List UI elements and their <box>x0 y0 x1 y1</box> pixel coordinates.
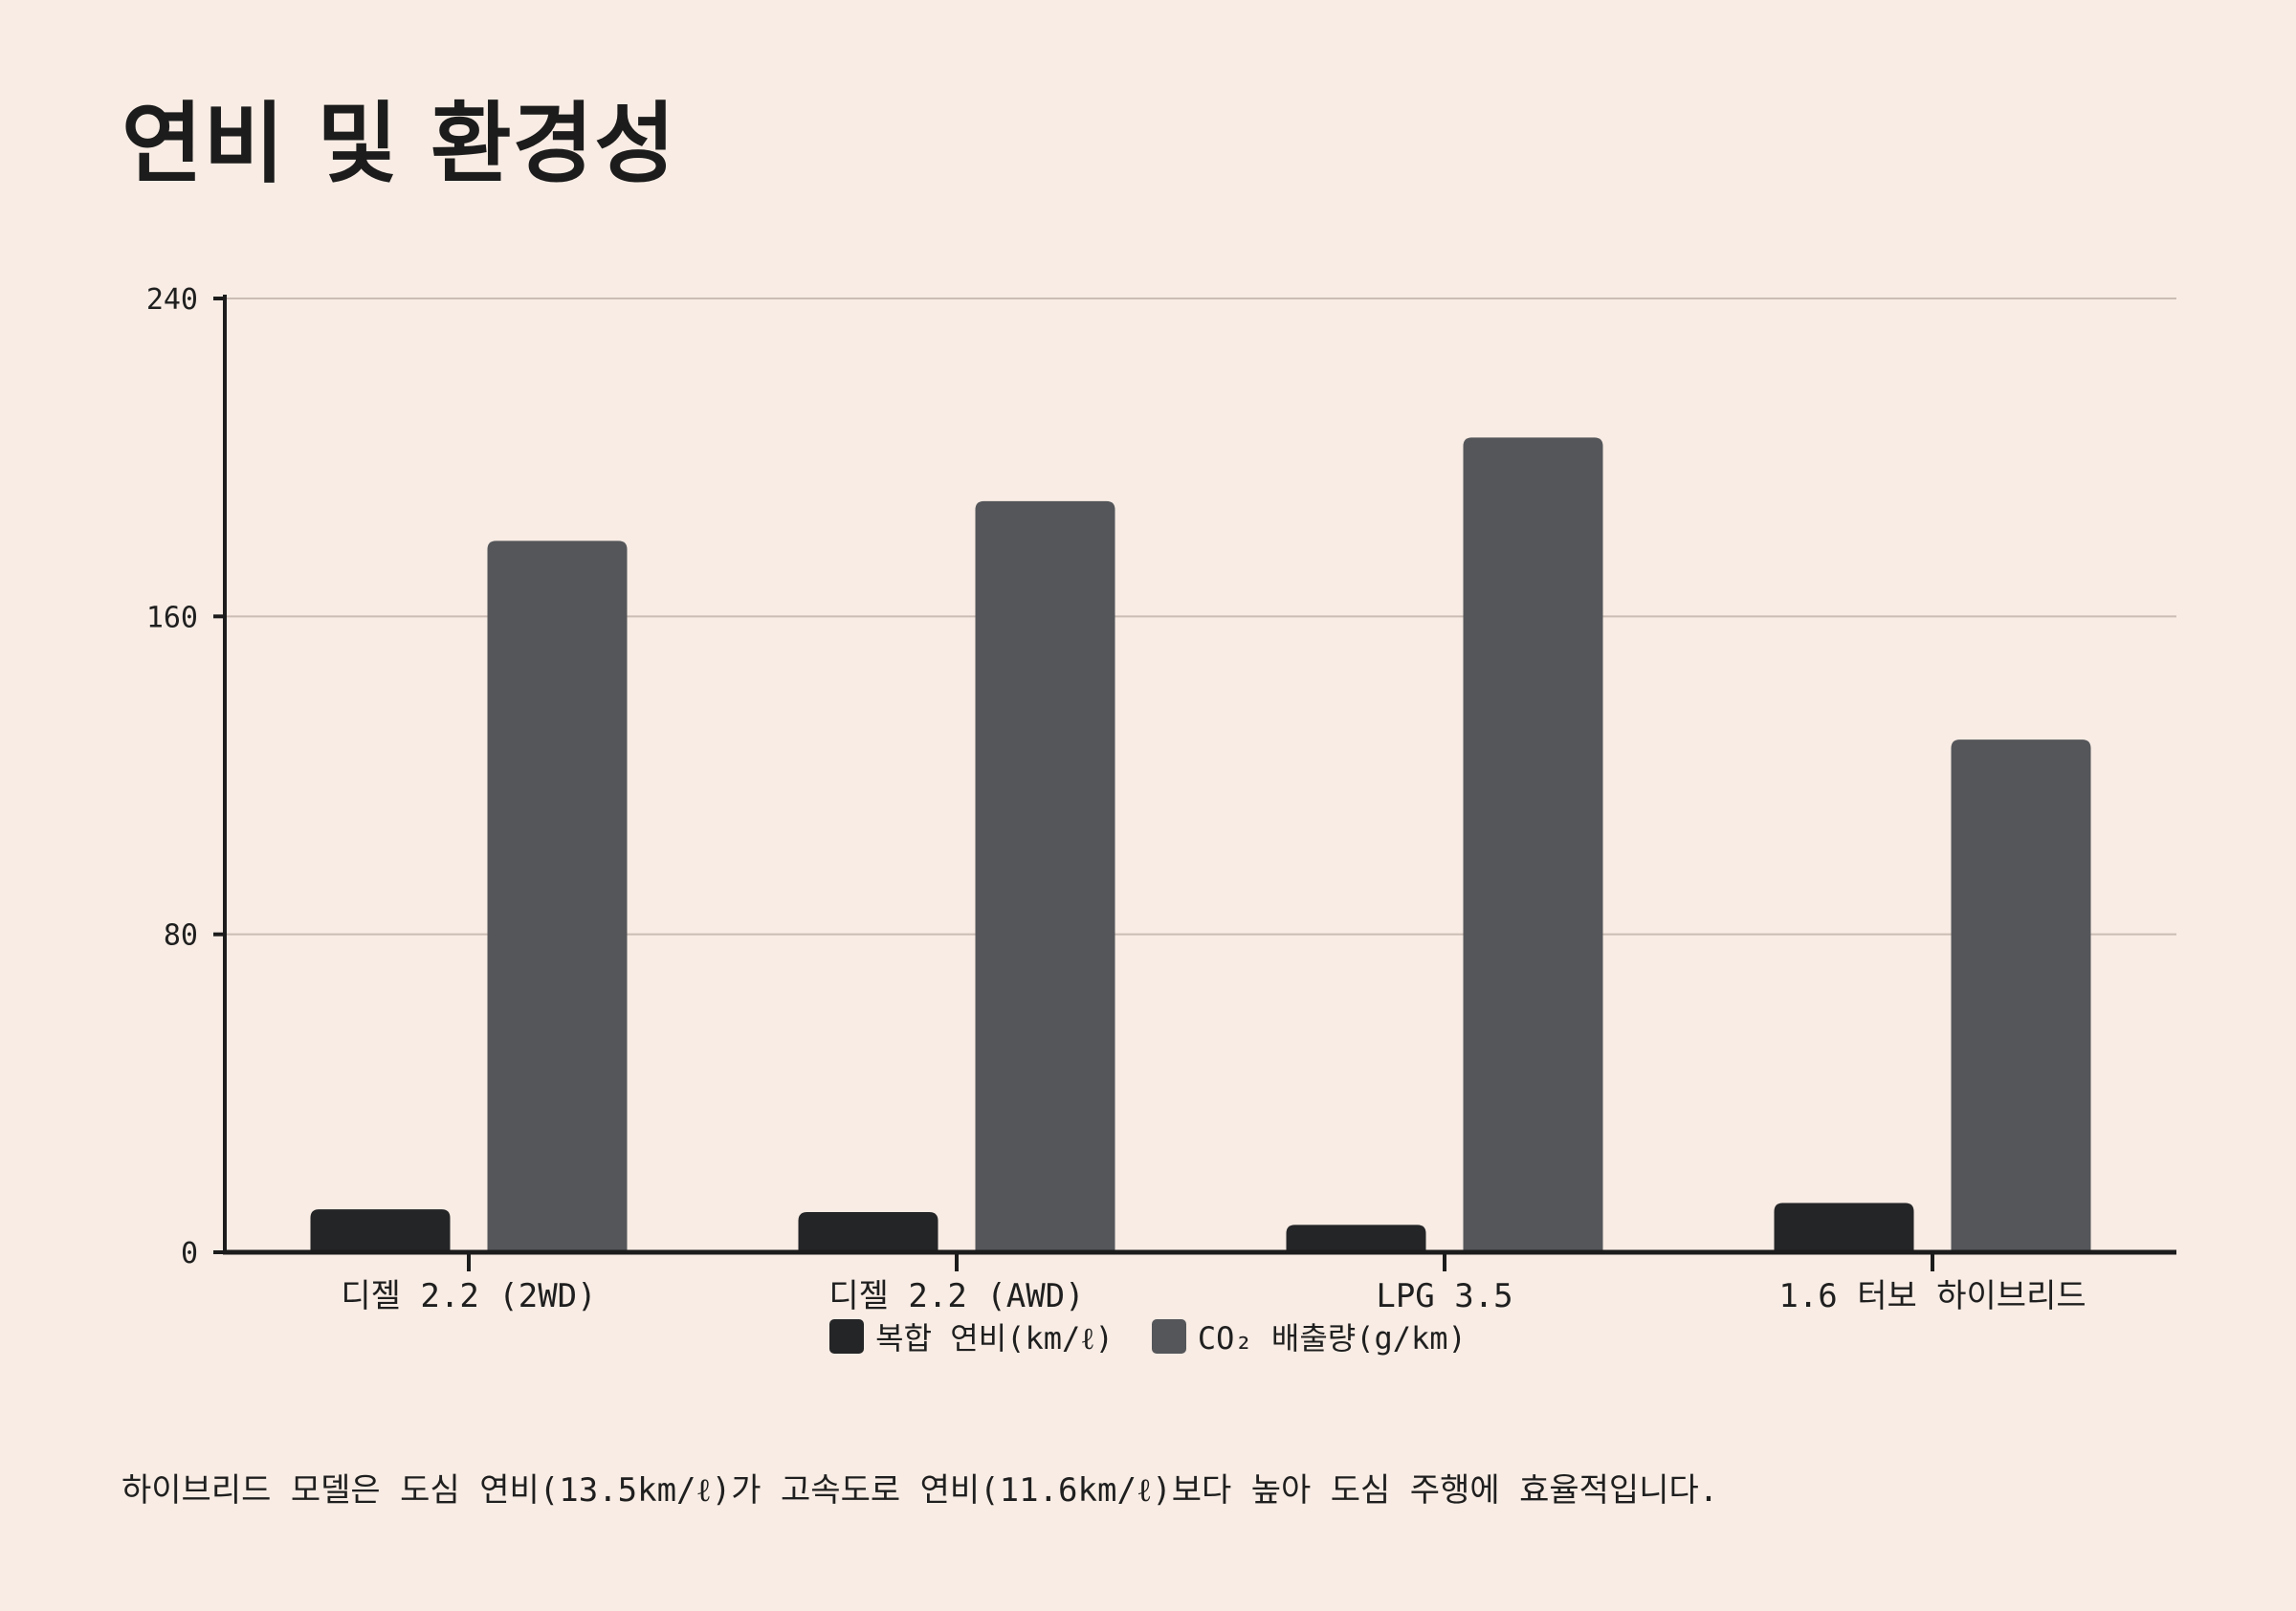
bar-chart: 0 80 160 240 디젤 2.2 (2WD) 디젤 2.2 (AWD) LPG 3.5… <box>146 283 2176 1315</box>
y-tick-label: 80 <box>164 919 198 953</box>
x-tick-label: 디젤 2.2 (AWD) <box>828 1277 1084 1315</box>
y-tick-label: 0 <box>181 1237 198 1270</box>
bars <box>310 437 2091 1252</box>
page-title: 연비 및 환경성 <box>121 93 676 195</box>
legend-item-co2: CO₂ 배출량(g/km) <box>1151 1314 1467 1358</box>
bar-co2-0 <box>487 541 628 1252</box>
axis-labels: 0 80 160 240 디젤 2.2 (2WD) 디젤 2.2 (AWD) LPG 3.5… <box>146 283 2086 1315</box>
y-tick-label: 240 <box>146 283 198 317</box>
x-tick-label: 디젤 2.2 (2WD) <box>341 1277 596 1315</box>
bar-co2-2 <box>1463 437 1603 1252</box>
bar-co2-1 <box>975 500 1115 1252</box>
legend: 복합 연비(km/ℓ) CO₂ 배출량(g/km) <box>0 1314 2296 1358</box>
bar-fuel-1 <box>798 1212 938 1252</box>
y-tick-label: 160 <box>146 601 198 634</box>
bar-fuel-3 <box>1774 1203 1914 1252</box>
x-tick-label: 1.6 터보 하이브리드 <box>1778 1277 2086 1315</box>
axes <box>213 295 2176 1271</box>
legend-swatch-fuel <box>829 1319 865 1354</box>
legend-item-fuel: 복합 연비(km/ℓ) <box>829 1314 1114 1358</box>
legend-swatch-co2 <box>1151 1319 1186 1354</box>
bar-co2-3 <box>1951 739 2091 1252</box>
bar-fuel-2 <box>1286 1225 1426 1252</box>
legend-label-fuel: 복합 연비(km/ℓ) <box>875 1320 1114 1357</box>
bar-fuel-0 <box>310 1209 451 1252</box>
legend-label-co2: CO₂ 배출량(g/km) <box>1197 1320 1467 1357</box>
x-tick-label: LPG 3.5 <box>1376 1277 1512 1315</box>
footnote: 하이브리드 모델은 도심 연비(13.5km/ℓ)가 고속도로 연비(11.6k… <box>121 1471 1719 1510</box>
